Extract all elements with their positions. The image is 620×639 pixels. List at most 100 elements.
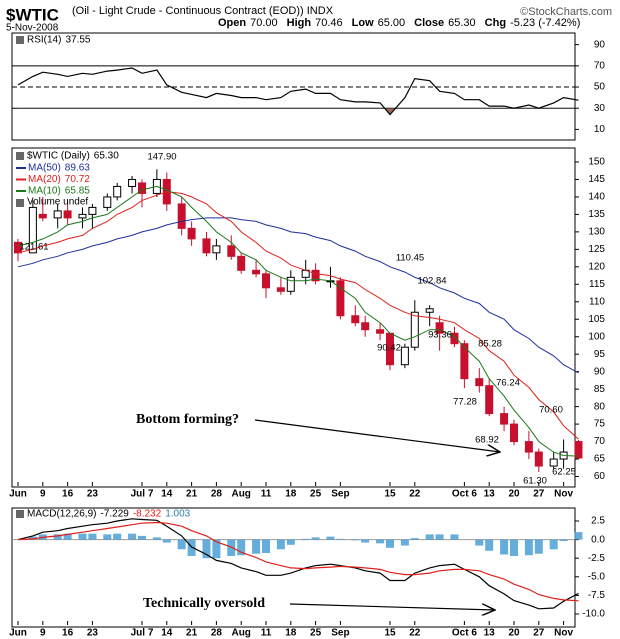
legend-text: 65.85 (65, 186, 90, 197)
quote-label: Low (352, 17, 374, 29)
price-label: 110.45 (396, 253, 424, 264)
histogram-bar (212, 539, 221, 559)
quote-label: Open (218, 17, 246, 29)
ma-line (17, 217, 579, 374)
histogram-bar (500, 539, 509, 555)
candle-body (128, 178, 137, 187)
candle-body (361, 322, 370, 331)
candle-body (286, 276, 295, 292)
x-tick-label: Sep (331, 628, 349, 639)
candle-body (485, 385, 494, 415)
x-tick-label: 20 (508, 489, 520, 500)
legend-text: MACD(12,26,9) (27, 509, 96, 520)
x-tick-label: Jul 7 (131, 628, 154, 639)
candle-body (212, 245, 221, 254)
histogram-bar (128, 533, 137, 540)
x-tick-label: 27 (533, 628, 545, 639)
x-tick-label: Jun (9, 628, 27, 639)
histogram-bar (113, 533, 122, 540)
histogram-bar (524, 539, 533, 556)
price-label: 90.42 (377, 343, 401, 354)
y-tick-label: 125 (588, 244, 605, 255)
candle-body (574, 441, 583, 459)
x-tick-label: Oct 6 (452, 489, 477, 500)
candle-body (475, 378, 484, 387)
quote-value: 70.46 (315, 17, 343, 29)
x-tick-label: 22 (409, 489, 421, 500)
y-tick-label: 50 (594, 82, 606, 93)
histogram-bar (202, 539, 211, 559)
y-tick-label: 130 (588, 227, 605, 238)
y-tick-label: 100 (588, 331, 605, 342)
candle-body (400, 346, 409, 366)
price-label: 147.90 (147, 152, 176, 163)
y-tick-label: 150 (588, 157, 605, 168)
histogram-bar (152, 537, 161, 540)
candle-body (53, 210, 62, 219)
description: (Oil - Light Crude - Continuous Contract… (72, 5, 334, 17)
legend-text: RSI(14) (27, 35, 61, 46)
histogram-bar (63, 533, 72, 540)
legend-text: MA(10) (28, 186, 61, 197)
candle-body (252, 269, 261, 275)
histogram-bar (177, 539, 186, 550)
x-tick-label: 22 (409, 628, 421, 639)
quote-value: 65.00 (378, 17, 406, 29)
y-tick-label: 105 (588, 314, 605, 325)
legend-swatch (16, 510, 24, 518)
x-tick-label: 16 (62, 489, 74, 500)
rsi-frame (11, 32, 576, 141)
price-label: 77.28 (453, 397, 477, 408)
histogram-bar (361, 539, 370, 543)
x-tick-label: 14 (161, 489, 173, 500)
x-tick-label: 20 (508, 628, 520, 639)
copyright: ©StockCharts.com (520, 6, 612, 18)
x-tick-label: 23 (87, 489, 99, 500)
x-tick-label: Jul 7 (131, 489, 154, 500)
legend-text: 65.30 (94, 151, 119, 162)
price-label: 121.61 (19, 242, 48, 253)
price-label: 61.30 (523, 476, 547, 487)
oversold-fill (18, 108, 575, 115)
y-tick-label: 30 (594, 103, 606, 114)
x-tick-label: Sep (331, 489, 349, 500)
x-tick-label: 27 (533, 489, 545, 500)
y-tick-label: 145 (588, 174, 605, 185)
y-tick-label: 115 (589, 279, 605, 290)
x-tick-label: Jun (9, 489, 27, 500)
candle-body (500, 413, 509, 425)
histogram-bar (549, 539, 558, 550)
legend-text: Volume undef (27, 197, 88, 208)
x-tick-label: 25 (310, 489, 322, 500)
candle-body (450, 332, 459, 345)
x-tick-label: 23 (87, 628, 99, 639)
y-tick-label: 65 (594, 454, 606, 465)
histogram-bar (534, 539, 543, 554)
histogram-bar (138, 535, 146, 540)
histogram-bar (410, 538, 419, 540)
x-tick-label: 28 (211, 489, 223, 500)
histogram-bar (237, 539, 246, 556)
ma-line (17, 191, 579, 440)
histogram-bar (574, 532, 583, 540)
histogram-bar (88, 533, 97, 540)
candle-body (534, 451, 543, 467)
y-tick-label: 110 (589, 296, 605, 307)
price-label: 102.84 (417, 276, 446, 287)
y-tick-label: 90 (594, 39, 606, 50)
histogram-bar (162, 539, 171, 543)
x-tick-label: 13 (484, 628, 496, 639)
histogram-bar (475, 539, 484, 546)
y-tick-label: 60 (594, 471, 606, 482)
symbol: $WTIC (6, 5, 59, 24)
histogram-bar (376, 539, 385, 544)
histogram-bar (336, 538, 345, 540)
candle-body (78, 213, 87, 219)
histogram-bar (326, 536, 335, 540)
candle-body (237, 255, 246, 271)
candle-body (227, 245, 236, 257)
price-label: 76.24 (496, 378, 520, 389)
y-tick-label: 70 (594, 436, 606, 447)
histogram-bar (485, 539, 494, 551)
